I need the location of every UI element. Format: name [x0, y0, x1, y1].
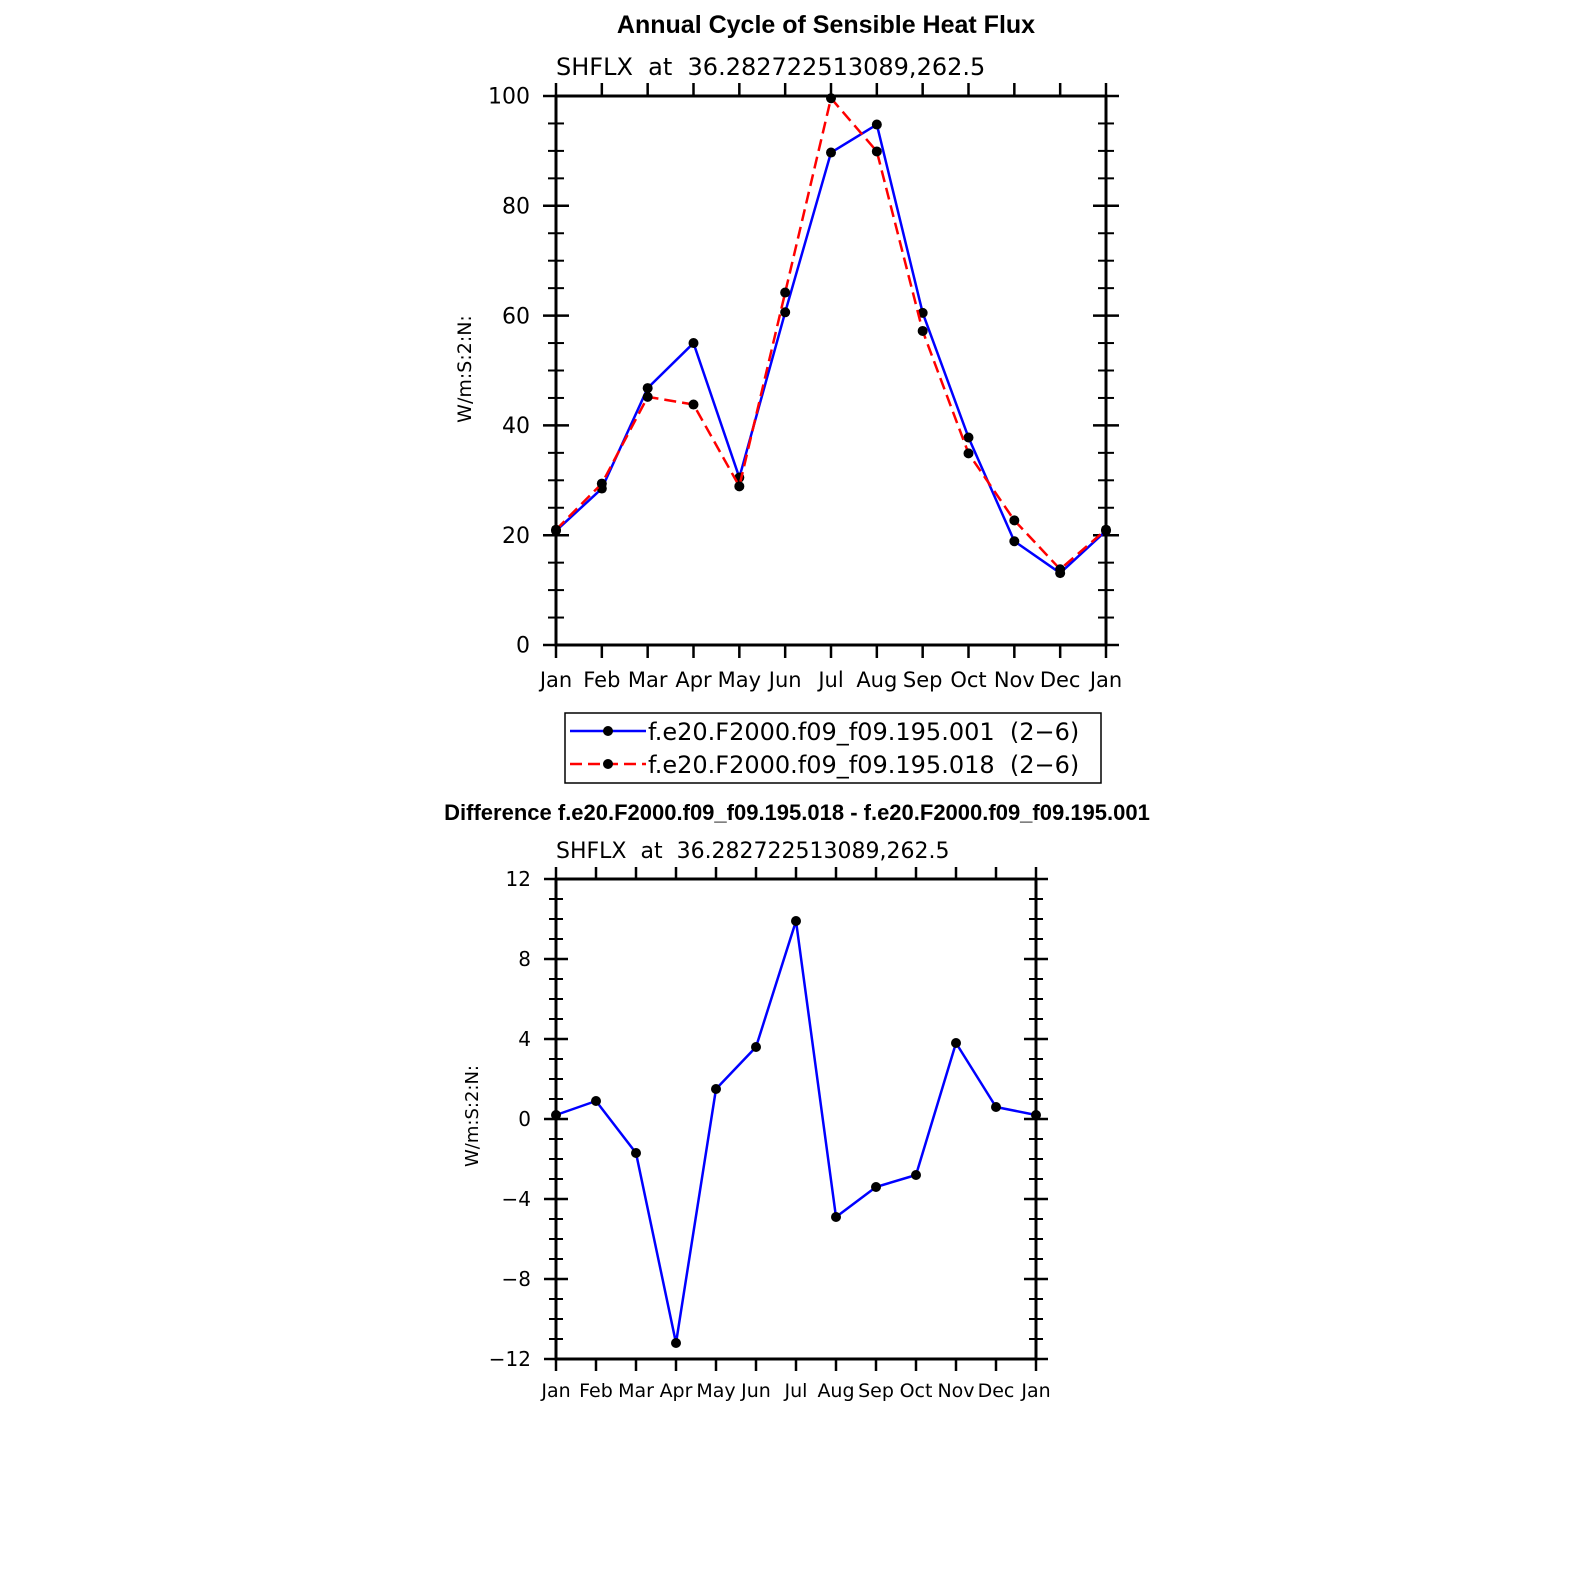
- y-tick-label: 60: [502, 304, 530, 329]
- series-line-1: [555, 919, 1037, 1345]
- x-tick-label: Jan: [540, 1380, 570, 1402]
- x-tick-label: Jun: [767, 668, 802, 692]
- x-tick-label: Mar: [618, 1380, 654, 1402]
- data-point: [1009, 515, 1020, 526]
- y-tick-label: −8: [502, 1267, 531, 1291]
- data-point: [917, 307, 928, 318]
- legend-box: [564, 712, 1102, 784]
- y-tick-label: 20: [502, 524, 530, 549]
- x-tick-label: Apr: [660, 1380, 693, 1402]
- x-tick-label: Apr: [675, 668, 712, 692]
- x-tick-label: Jan: [1088, 668, 1122, 692]
- x-tick-label: Nov: [994, 668, 1035, 692]
- plot-frame: [554, 877, 1038, 1361]
- data-point: [871, 146, 882, 157]
- data-point: [1055, 564, 1066, 575]
- data-point: [711, 1084, 721, 1094]
- chart1-legend: f.e20.F2000.f09_f09.195.001 (2−6) f.e20.…: [564, 712, 1102, 784]
- plot-frame: [554, 94, 1108, 647]
- y-tick-label: −4: [502, 1187, 531, 1211]
- x-tick-label: Sep: [903, 668, 943, 692]
- chart1-title: Annual Cycle of Sensible Heat Flux: [617, 11, 1035, 39]
- data-point: [642, 383, 653, 394]
- y-tick-label: −12: [489, 1347, 531, 1371]
- data-point: [1031, 1110, 1041, 1120]
- chart2-plot: Jan Feb Mar Apr May Jun Jul Aug Sep Oct Nov Dec Jan−…: [489, 867, 1051, 1402]
- x-tick-label: Sep: [858, 1380, 894, 1402]
- x-tick-label: Feb: [579, 1380, 613, 1402]
- x-tick-label: Dec: [1040, 668, 1081, 692]
- data-point: [751, 1042, 761, 1052]
- data-point: [591, 1096, 601, 1106]
- y-tick-label: 4: [518, 1027, 531, 1051]
- x-tick-label: Oct: [900, 1380, 933, 1402]
- data-point: [911, 1170, 921, 1180]
- data-point: [826, 93, 836, 104]
- x-tick-label: Jan: [538, 668, 572, 692]
- data-point: [642, 391, 653, 402]
- data-point: [871, 119, 882, 130]
- y-tick-label: 40: [502, 414, 530, 439]
- chart2-subtitle: SHFLX at 36.282722513089,262.5: [556, 839, 950, 864]
- chart1-ylabel: W/m:S:2:N:: [454, 315, 476, 423]
- data-point: [671, 1338, 681, 1348]
- y-tick-label: 80: [502, 195, 530, 220]
- x-tick-label: May: [718, 668, 761, 692]
- x-tick-label: Jul: [816, 668, 843, 692]
- legend-label-series-1: f.e20.F2000.f09_f09.195.001 (2−6): [648, 718, 1079, 746]
- x-tick-label: Jul: [784, 1380, 808, 1402]
- data-point: [951, 1038, 961, 1048]
- x-tick-label: Jan: [1020, 1380, 1050, 1402]
- data-point: [1009, 536, 1020, 547]
- x-tick-label: Jun: [740, 1380, 771, 1402]
- y-tick-label: 12: [506, 867, 531, 891]
- x-tick-label: Aug: [856, 668, 897, 692]
- x-tick-label: Oct: [950, 668, 986, 692]
- data-point: [780, 287, 791, 298]
- legend-marker-series-2: [603, 759, 613, 769]
- data-point: [791, 916, 801, 926]
- x-tick-label: Nov: [937, 1380, 974, 1402]
- y-tick-label: 100: [488, 85, 530, 110]
- data-point: [831, 1212, 841, 1222]
- data-point: [596, 478, 607, 489]
- data-point: [871, 1182, 881, 1192]
- chart2-title: Difference f.e20.F2000.f09_f09.195.018 -…: [444, 800, 1150, 825]
- series-line-1: [555, 123, 1107, 575]
- legend-label-series-2: f.e20.F2000.f09_f09.195.018 (2−6): [648, 751, 1079, 779]
- x-tick-label: Dec: [978, 1380, 1015, 1402]
- x-tick-label: Feb: [583, 668, 620, 692]
- x-tick-label: Mar: [628, 668, 668, 692]
- data-point: [780, 307, 791, 318]
- legend-marker-series-1: [603, 726, 613, 736]
- data-point: [551, 524, 561, 535]
- data-point: [688, 338, 699, 349]
- chart2-ylabel: W/m:S:2:N:: [462, 1065, 483, 1167]
- data-point: [551, 1110, 561, 1120]
- series-line-2: [555, 96, 1107, 571]
- data-point: [826, 147, 836, 158]
- data-point: [734, 481, 745, 492]
- x-tick-label: Aug: [817, 1380, 854, 1402]
- data-point: [1101, 524, 1111, 535]
- data-point: [917, 325, 928, 336]
- data-point: [963, 448, 974, 459]
- data-point: [991, 1102, 1001, 1112]
- y-tick-label: 8: [518, 947, 531, 971]
- data-point: [963, 432, 974, 443]
- y-tick-label: 0: [518, 1107, 531, 1131]
- x-tick-label: May: [696, 1380, 735, 1402]
- chart1-subtitle: SHFLX at 36.282722513089,262.5: [556, 53, 985, 81]
- chart1-plot: Jan Feb Mar Apr May Jun Jul Aug Sep Oct Nov Dec Jan 0…: [488, 83, 1122, 692]
- data-point: [688, 399, 699, 410]
- y-tick-label: 0: [516, 634, 530, 659]
- data-point: [631, 1148, 641, 1158]
